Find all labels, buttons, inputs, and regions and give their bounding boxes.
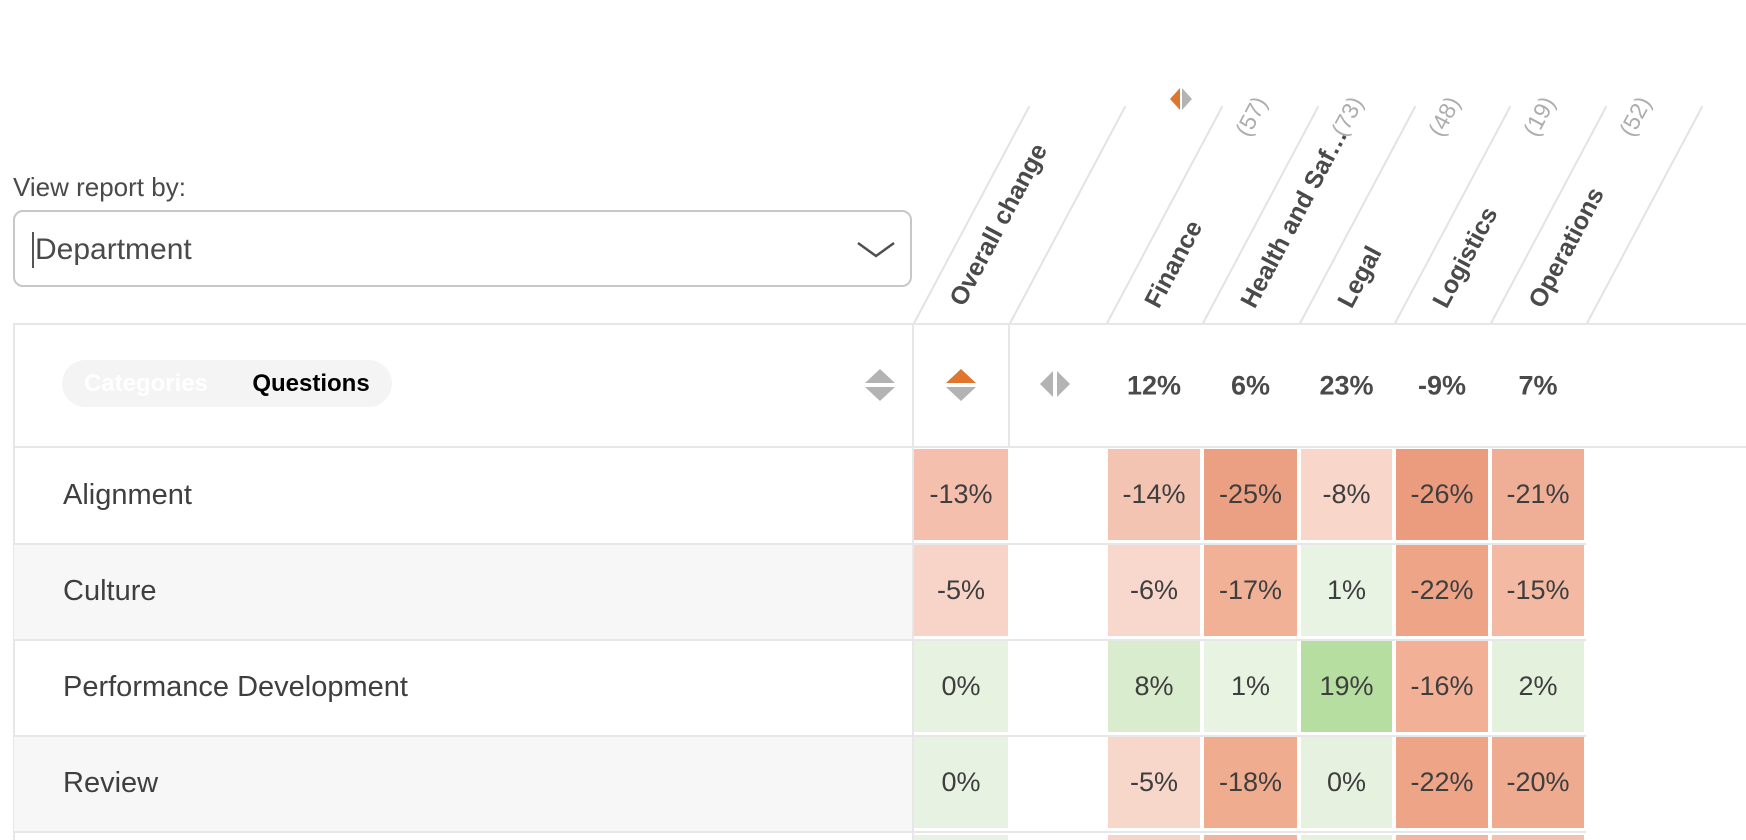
heatmap-cell: -18%: [1204, 737, 1297, 828]
row-stripe: [14, 545, 912, 639]
heatmap-cell-partial: [1396, 835, 1488, 840]
column-sort-direction-icon[interactable]: [1170, 88, 1192, 110]
heatmap-cell: -16%: [1396, 641, 1488, 732]
text-cursor: [32, 232, 34, 268]
heatmap-cell: -21%: [1492, 449, 1584, 540]
row-stripe: [14, 737, 912, 831]
row-separator: [14, 639, 1586, 641]
heatmap-cell: 1%: [1301, 545, 1392, 636]
column-count: (48): [1422, 92, 1466, 141]
categories-questions-toggle: Categories Questions: [62, 360, 392, 407]
heatmap-cell-overall: 0%: [914, 641, 1008, 732]
sort-right-icon: [1057, 371, 1070, 397]
sort-left-icon: [1040, 371, 1053, 397]
row-label: Performance Development: [63, 670, 408, 703]
column-count: (57): [1229, 92, 1273, 141]
column-header-legal: Legal: [1332, 241, 1388, 313]
row-label: Alignment: [63, 478, 192, 511]
overall-column-left-border: [912, 323, 914, 840]
heatmap-cell: 0%: [1301, 737, 1392, 828]
diamond-left-orange: [1170, 88, 1180, 110]
heatmap-cell-partial: [1108, 835, 1200, 840]
heatmap-cell-partial: [1204, 835, 1297, 840]
column-count: (52): [1613, 92, 1657, 141]
heatmap-cell-overall: 0%: [914, 737, 1008, 828]
heatmap-cell: -26%: [1396, 449, 1488, 540]
tab-categories[interactable]: Categories: [83, 369, 209, 397]
heatmap-cell-overall: -5%: [914, 545, 1008, 636]
sort-up-icon: [865, 369, 895, 383]
diagonal-header-line: [1009, 105, 1127, 324]
heatmap-cell: -22%: [1396, 545, 1488, 636]
diagonal-header-line: [1586, 105, 1704, 324]
heatmap-cell: -17%: [1204, 545, 1297, 636]
column-change-value: 23%: [1319, 370, 1374, 401]
heatmap-cell-overall-partial: [914, 835, 1008, 840]
sort-departments-button[interactable]: [1040, 371, 1070, 397]
view-report-select-value: Department: [35, 233, 192, 266]
heatmap-cell: -14%: [1108, 449, 1200, 540]
column-count: (19): [1517, 92, 1561, 141]
column-header-finance: Finance: [1139, 215, 1209, 313]
row-separator: [14, 831, 1586, 833]
sort-up-icon-active: [946, 369, 976, 383]
heatmap-cell: 2%: [1492, 641, 1584, 732]
row-separator: [14, 735, 1586, 737]
heatmap-cell-partial: [1492, 835, 1584, 840]
heatmap-cell-partial: [1301, 835, 1392, 840]
heatmap-cell: -5%: [1108, 737, 1200, 828]
heatmap-cell: -25%: [1204, 449, 1297, 540]
sort-down-icon: [946, 387, 976, 401]
diamond-right-gray: [1182, 88, 1192, 110]
column-change-value: 6%: [1230, 370, 1271, 401]
header-bottom-border: [13, 446, 1746, 448]
sort-down-icon: [865, 387, 895, 401]
row-separator: [14, 543, 1586, 545]
view-report-select[interactable]: Department: [13, 210, 912, 287]
heatmap-cell: -6%: [1108, 545, 1200, 636]
heatmap-cell: -15%: [1492, 545, 1584, 636]
sort-categories-button[interactable]: [865, 369, 895, 401]
column-change-value: -9%: [1417, 370, 1467, 401]
column-change-value: 7%: [1518, 370, 1558, 401]
heatmap-cell: -8%: [1301, 449, 1392, 540]
overall-column-right-border: [1008, 323, 1010, 447]
chevron-down-icon: [857, 241, 895, 258]
column-header-logistics: Logistics: [1427, 202, 1504, 313]
heatmap-cell: 19%: [1301, 641, 1392, 732]
heatmap-cell: -20%: [1492, 737, 1584, 828]
row-label: Culture: [63, 574, 157, 607]
heatmap-cell: 1%: [1204, 641, 1297, 732]
column-change-value: 12%: [1126, 370, 1182, 401]
row-label: Review: [63, 766, 159, 799]
heatmap-cell: -22%: [1396, 737, 1488, 828]
heatmap-cell-overall: -13%: [914, 449, 1008, 540]
heatmap-cell: 8%: [1108, 641, 1200, 732]
column-header-operations: Operations: [1523, 182, 1610, 313]
view-report-by-label: View report by:: [13, 172, 186, 202]
sort-overall-change-button[interactable]: [946, 369, 976, 401]
tab-questions[interactable]: Questions: [252, 369, 370, 397]
table-top-border: [13, 323, 1746, 325]
